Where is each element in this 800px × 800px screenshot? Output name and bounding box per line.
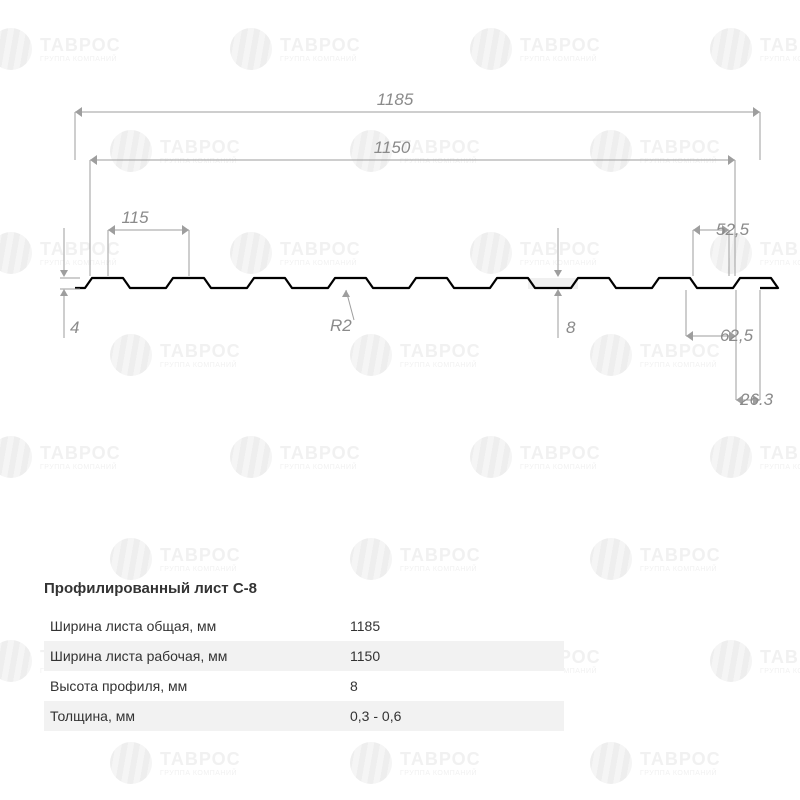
dimension-label: 8 (566, 318, 575, 338)
spec-label: Ширина листа рабочая, мм (50, 648, 350, 664)
watermark-text: ТАВРОСГРУППА КОМПАНИЙ (640, 546, 721, 573)
dimension-label: 115 (121, 208, 148, 228)
spec-value: 1185 (350, 618, 554, 634)
spec-row: Ширина листа общая, мм1185 (44, 611, 564, 641)
watermark: ТАВРОСГРУППА КОМПАНИЙ (350, 538, 481, 580)
watermark-icon (590, 742, 632, 784)
spec-rows: Ширина листа общая, мм1185Ширина листа р… (44, 611, 564, 731)
spec-label: Высота профиля, мм (50, 678, 350, 694)
profile-diagram: 1185 1150 115 52,5 62,5 26.3 8 4 R2 (0, 0, 800, 520)
spec-value: 0,3 - 0,6 (350, 708, 554, 724)
spec-row: Толщина, мм0,3 - 0,6 (44, 701, 564, 731)
watermark: ТАВРОСГРУППА КОМПАНИЙ (110, 538, 241, 580)
dimension-label: 62,5 (720, 326, 753, 346)
spec-value: 1150 (350, 648, 554, 664)
spec-row: Высота профиля, мм8 (44, 671, 564, 701)
watermark: ТАВРОСГРУППА КОМПАНИЙ (590, 538, 721, 580)
dimension-label: 1150 (374, 138, 411, 158)
dimension-label: 52,5 (716, 220, 749, 240)
dimension-label: 26.3 (740, 390, 773, 410)
watermark-text: ТАВРОСГРУППА КОМПАНИЙ (400, 750, 481, 777)
watermark-icon (110, 538, 152, 580)
diagram-svg (0, 0, 800, 520)
watermark-text: ТАВРОСГРУППА КОМПАНИЙ (400, 546, 481, 573)
watermark-text: ТАВРОСГРУППА КОМПАНИЙ (160, 546, 241, 573)
watermark-icon (350, 742, 392, 784)
watermark-icon (590, 538, 632, 580)
dimension-label: R2 (330, 316, 352, 336)
watermark-icon (350, 538, 392, 580)
watermark-icon (710, 640, 752, 682)
spec-label: Ширина листа общая, мм (50, 618, 350, 634)
dimension-label: 1185 (377, 90, 414, 110)
watermark: ТАВРОСГРУППА КОМПАНИЙ (110, 742, 241, 784)
spec-label: Толщина, мм (50, 708, 350, 724)
dimension-label: 4 (70, 318, 79, 338)
watermark: ТАВРОСГРУППА КОМПАНИЙ (590, 742, 721, 784)
watermark-icon (0, 640, 32, 682)
watermark: ТАВРОСГРУППА КОМПАНИЙ (710, 640, 800, 682)
watermark-icon (110, 742, 152, 784)
watermark: ТАВРОСГРУППА КОМПАНИЙ (350, 742, 481, 784)
watermark-text: ТАВРОСГРУППА КОМПАНИЙ (760, 648, 800, 675)
spec-table: Профилированный лист С-8 Ширина листа об… (44, 580, 564, 731)
spec-row: Ширина листа рабочая, мм1150 (44, 641, 564, 671)
spec-title: Профилированный лист С-8 (44, 580, 564, 597)
spec-value: 8 (350, 678, 554, 694)
watermark-text: ТАВРОСГРУППА КОМПАНИЙ (640, 750, 721, 777)
watermark-text: ТАВРОСГРУППА КОМПАНИЙ (160, 750, 241, 777)
